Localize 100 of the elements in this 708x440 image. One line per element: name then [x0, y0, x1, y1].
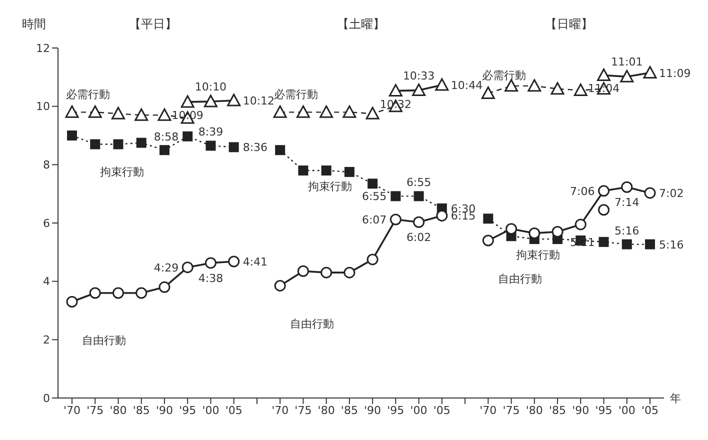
data-label: 11:09: [659, 66, 691, 80]
point: [574, 218, 586, 230]
x-tick-label: '05: [641, 404, 659, 417]
point: [390, 191, 401, 202]
point: [158, 281, 170, 293]
y-tick-label: 12: [36, 42, 50, 55]
point: [228, 256, 240, 268]
point: [643, 66, 657, 79]
point: [550, 82, 564, 95]
point: [598, 204, 610, 216]
data-label: 4:41: [242, 256, 268, 268]
point: [342, 105, 356, 118]
x-tick-label: '80: [318, 404, 335, 417]
data-label: 4:29: [154, 261, 179, 274]
point: [344, 166, 354, 177]
series-label: 必需行動: [482, 69, 526, 82]
x-tick-label: '90: [572, 404, 590, 417]
data-label: 7:06: [570, 184, 595, 198]
point: [344, 266, 356, 278]
point: [296, 105, 310, 118]
data-label: 10:44: [450, 78, 483, 92]
point: [598, 185, 610, 197]
point: [228, 142, 239, 152]
point: [134, 108, 148, 121]
point: [366, 254, 378, 266]
data-label: 10:12: [242, 94, 275, 108]
data-label: 11:01: [611, 56, 643, 69]
point: [528, 227, 540, 239]
point: [274, 280, 286, 292]
data-label: 5:16: [614, 224, 640, 238]
data-label: 4:38: [198, 272, 224, 285]
point: [204, 94, 218, 108]
point: [273, 105, 287, 118]
x-axis-title: 年: [670, 392, 681, 405]
point: [88, 105, 102, 118]
x-tick-label: '85: [132, 404, 150, 417]
point: [89, 287, 101, 299]
y-axis-title: 時間: [22, 17, 46, 31]
text: 自由行動: [290, 318, 334, 331]
point: [388, 84, 402, 97]
series-label: 拘束行動: [308, 180, 352, 194]
point: [180, 95, 194, 108]
point: [182, 131, 193, 142]
data-label: 10:33: [402, 69, 435, 82]
data-label: 5:16: [659, 238, 684, 252]
text: 【土曜】: [337, 17, 385, 31]
point: [482, 234, 494, 246]
point: [321, 166, 332, 176]
x-tick-label: '05: [433, 404, 450, 417]
x-tick-label: '70: [63, 404, 81, 417]
x-tick-label: '75: [86, 404, 104, 417]
point: [113, 139, 124, 150]
point: [320, 105, 334, 118]
text: 【平日】: [128, 17, 177, 31]
point: [67, 130, 77, 140]
point: [645, 239, 655, 250]
point: [598, 236, 609, 247]
y-tick-label: 2: [43, 334, 50, 347]
y-tick-label: 8: [43, 158, 50, 172]
x-tick-label: '85: [340, 404, 358, 417]
point: [622, 239, 632, 250]
point: [597, 68, 611, 81]
y-tick-label: 4: [43, 275, 50, 288]
point: [206, 140, 216, 151]
text: 自由行動: [82, 334, 126, 347]
text: 必需行動: [274, 88, 318, 102]
point: [413, 216, 425, 228]
point: [481, 86, 495, 99]
point: [90, 139, 100, 150]
point: [136, 287, 148, 299]
point: [644, 187, 656, 199]
point: [412, 84, 426, 96]
point: [65, 105, 79, 118]
point: [111, 106, 125, 120]
point: [528, 79, 542, 92]
data-label: 6:55: [406, 176, 432, 190]
x-tick-label: '00: [618, 404, 636, 417]
data-label: 8:39: [198, 126, 224, 139]
x-tick-label: '90: [364, 404, 382, 417]
x-tick-label: '75: [294, 404, 312, 417]
data-label: 8:36: [242, 141, 268, 154]
point: [182, 262, 194, 274]
point: [620, 70, 634, 82]
point: [112, 287, 124, 299]
text: 自由行動: [498, 272, 542, 286]
point: [158, 108, 172, 121]
x-tick-label: '95: [179, 404, 196, 417]
text: 拘束行動: [516, 248, 560, 262]
x-tick-label: '85: [549, 404, 566, 417]
text: 拘束行動: [100, 166, 144, 178]
point: [136, 138, 146, 148]
data-label: 6:07: [362, 214, 387, 226]
point: [227, 94, 241, 106]
data-label: 8:58: [154, 130, 179, 144]
x-tick-label: '90: [156, 404, 173, 417]
point: [298, 166, 308, 176]
point: [414, 191, 424, 202]
x-tick-label: '05: [225, 404, 242, 417]
text: 必需行動: [66, 88, 110, 102]
point: [297, 265, 309, 277]
